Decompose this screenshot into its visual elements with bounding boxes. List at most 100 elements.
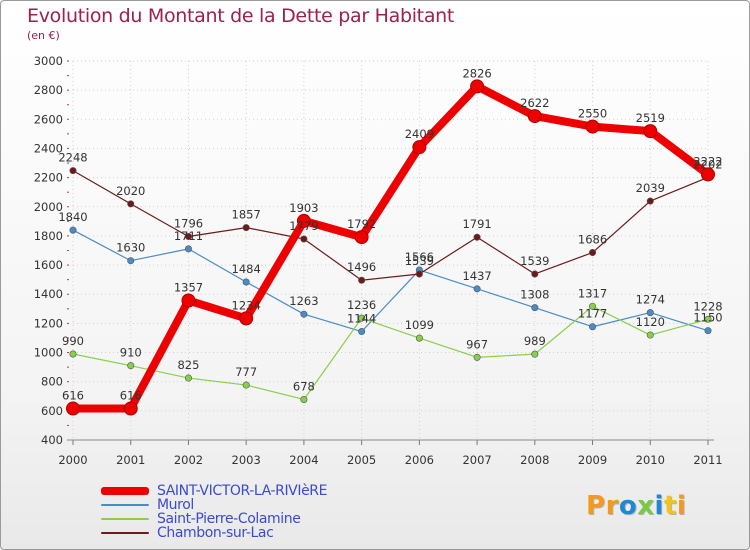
series-point [473,233,481,241]
logo-letter: P [586,491,606,521]
data-label: 1539 [520,254,549,268]
data-label: 1496 [347,260,376,274]
data-label: 1686 [578,233,607,247]
legend-item: Saint-Pierre-Colamine [101,512,327,526]
data-label: 2409 [405,127,434,141]
x-tick-label: 2010 [636,453,665,467]
series-point [358,314,366,322]
x-tick-label: 2008 [520,453,549,467]
legend-item: Murol [101,498,327,512]
y-tick-label: 1400 [34,287,63,301]
data-label: 1120 [636,315,665,329]
legend-item: SAINT-VICTOR-LA-RIVIèRE [101,484,327,498]
data-label: 1437 [462,269,491,283]
proxiti-logo: Proxiti [586,491,686,521]
series-point [123,401,138,416]
series-line [72,229,709,333]
data-label: 1234 [232,298,261,312]
series-point [184,245,192,253]
data-label: 678 [293,379,315,393]
series-point [358,276,366,284]
y-tick-label: 400 [41,433,63,447]
y-tick-label: 1800 [34,229,63,243]
data-label: 2519 [636,111,665,125]
series-point [69,350,77,358]
data-label: 1779 [289,219,318,233]
series-point [69,226,77,234]
chart-subtitle: (en €) [27,29,60,42]
y-tick-label: 2600 [34,112,63,126]
x-tick-label: 2011 [693,453,722,467]
x-tick-label: 2005 [347,453,376,467]
data-label: 1228 [693,299,722,313]
logo-letter: x [637,491,655,521]
data-label: 1150 [693,311,722,325]
data-label: 777 [235,365,257,379]
series-point [127,257,135,265]
series-point [354,230,369,245]
data-label: 1796 [174,217,203,231]
series-point [242,224,250,232]
series-point [415,270,423,278]
series-point [643,124,658,139]
series-point [470,79,485,94]
series-point [300,235,308,243]
data-label: 1263 [289,294,318,308]
data-label: 2039 [636,181,665,195]
series-point [184,233,192,241]
x-tick-label: 2006 [405,453,434,467]
x-tick-label: 2000 [58,453,87,467]
data-label: 1308 [520,288,549,302]
x-tick-label: 2007 [462,453,491,467]
data-label: 967 [466,337,488,351]
series-point [473,285,481,293]
series-line [72,305,709,401]
data-label: 1903 [289,201,318,215]
series-point [589,302,597,310]
legend-item: Chambon-sur-Lac [101,526,327,540]
data-label: 1792 [347,217,376,231]
data-label: 1840 [58,210,87,224]
data-label: 2248 [58,151,87,165]
series-point [300,395,308,403]
series-point [358,328,366,336]
series-point [531,304,539,312]
series-point [415,334,423,342]
y-tick-label: 1000 [34,346,63,360]
data-label: 1099 [405,318,434,332]
y-tick-label: 1200 [34,316,63,330]
series-point [412,140,427,155]
logo-letter: i [676,491,687,521]
series-line [72,170,709,281]
logo-letter: i [654,491,664,521]
series-point [242,278,250,286]
series-point [127,200,135,208]
series-point [66,401,80,416]
y-tick-label: 2800 [34,83,63,97]
y-tick-label: 2200 [34,171,63,185]
series-point [531,350,539,358]
y-tick-label: 600 [41,404,63,418]
logo-letter: r [605,491,619,521]
legend-label: Murol [157,497,194,513]
series-point [646,331,654,339]
data-label: 1317 [578,286,607,300]
logo-letter: o [618,491,638,521]
data-label: 2550 [578,107,607,121]
data-label: 1144 [347,312,376,326]
data-label: 2826 [462,66,491,80]
data-label: 2202 [693,157,722,171]
x-tick-label: 2001 [116,453,145,467]
data-label: 990 [62,334,84,348]
data-label: 1539 [405,254,434,268]
series-point [181,293,196,308]
series-point [296,213,311,228]
legend-swatch [101,487,149,495]
x-tick-label: 2002 [174,453,203,467]
series-point [184,374,192,382]
data-label: 2020 [116,184,145,198]
x-tick-label: 2009 [578,453,607,467]
series-point [473,353,481,361]
